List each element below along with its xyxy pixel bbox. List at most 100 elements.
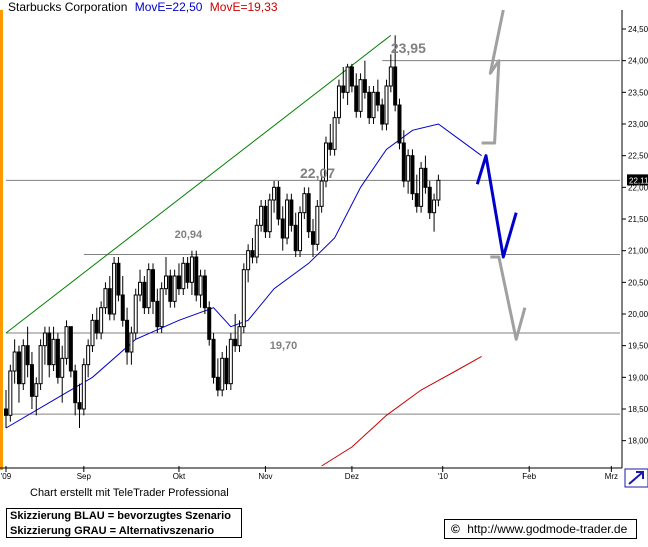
y-tick-label: 18,50 [628,405,648,414]
x-tick-label: '10 [437,472,448,481]
candle-body-down [194,256,199,296]
candle-body-up [302,193,307,214]
candle-body-down [393,66,398,106]
candle [246,244,251,283]
candle [112,257,117,321]
candle-body-up [432,199,437,214]
candle-body-up [332,117,337,150]
candle [29,352,34,409]
candle [380,98,385,131]
candle [436,174,441,207]
candle-body-down [375,91,380,106]
candle [272,181,277,213]
candle [276,181,281,226]
candle-body-down [349,66,354,87]
scenario-gray-lower-path [490,255,527,341]
candle [25,326,30,378]
candle [285,193,290,245]
candle [99,301,104,340]
candle-body-up [103,288,108,309]
candle [116,257,121,302]
candle [159,282,164,333]
candle-body-up [237,326,242,347]
candle-body-down [293,224,298,252]
candle [397,98,402,150]
candle-body-up [254,224,259,258]
candle-body-down [328,142,333,150]
candle-body-down [29,364,34,397]
candle [107,276,112,321]
candle [241,263,246,333]
candle [172,269,177,308]
candle [250,238,255,264]
candle [220,352,225,397]
candle-body-down [142,281,147,309]
candle-body-down [397,104,402,144]
candle [293,212,298,257]
candle [90,314,95,352]
candle [81,358,86,416]
chart-credit: Chart erstellt mit TeleTrader Profession… [30,487,229,499]
candle-body-down [155,300,160,328]
candle [125,307,130,365]
candle [263,200,268,238]
y-tick-label: 19,00 [628,373,648,382]
candle-body-down [250,250,255,258]
legend-gray-text: Skizzierung GRAU = Alternativszenario [10,525,215,537]
candle-body-down [176,275,181,290]
candle [202,269,207,314]
candle-body-down [25,345,30,366]
candle [194,250,199,302]
candle [138,269,143,302]
url-box[interactable]: © http://www.godmode-trader.de [444,519,637,539]
candle-body-up [319,180,324,207]
candle-body-down [427,186,432,214]
y-tick-label: 18,00 [628,437,648,446]
scenario-legend: Skizzierung BLAU = bevorzugtes Szenario … [6,508,242,538]
candle-body-down [276,186,281,220]
candle [233,314,238,352]
scenario-blue-path [475,154,518,259]
candle-body-up [51,338,56,366]
candle [375,79,380,112]
x-tick-label: Okt [173,472,186,481]
x-tick-label: Mrz [605,472,618,481]
candle [306,187,311,238]
candle-body-down [125,319,130,353]
candle-body-down [354,85,359,112]
candle-body-down [311,231,315,245]
candle-body-up [163,275,168,290]
candle-body-down [341,85,346,93]
candle-body-down [94,319,99,334]
candle-body-up [99,307,104,334]
x-tick-label: Nov [258,472,272,481]
candle [120,276,125,327]
last-price-label: 22,11 [629,176,648,185]
chart-header: Starbucks Corporation MovE=22,50 MovE=19… [8,0,282,14]
candle-body-down [207,307,212,340]
y-tick-label: 20,50 [628,278,648,287]
candle [367,86,372,124]
annotation-label: 19,70 [270,340,298,352]
scenario-gray-upper-path [481,9,505,145]
candle-body-down [4,408,8,416]
candle [427,181,432,219]
candle-body-down [16,351,21,385]
candle-body-up [12,351,17,372]
candle-body-up [272,186,277,201]
x-axis: '09 Sep Okt Nov Dez '10 Feb Mrz [1,466,618,481]
chart-title: Starbucks Corporation [8,0,128,14]
candle-body-down [410,155,415,195]
candle-body-up [241,269,246,328]
candle-body-up [315,205,320,245]
ma-blue-group [5,123,482,429]
x-tick-label: Dez [345,472,359,481]
x-tick-label: Sep [77,472,92,481]
candle-body-up [198,275,203,296]
candle [393,35,398,112]
source-url[interactable]: http://www.godmode-trader.de [467,522,628,536]
candle-body-down [73,370,78,404]
candle [47,326,52,378]
